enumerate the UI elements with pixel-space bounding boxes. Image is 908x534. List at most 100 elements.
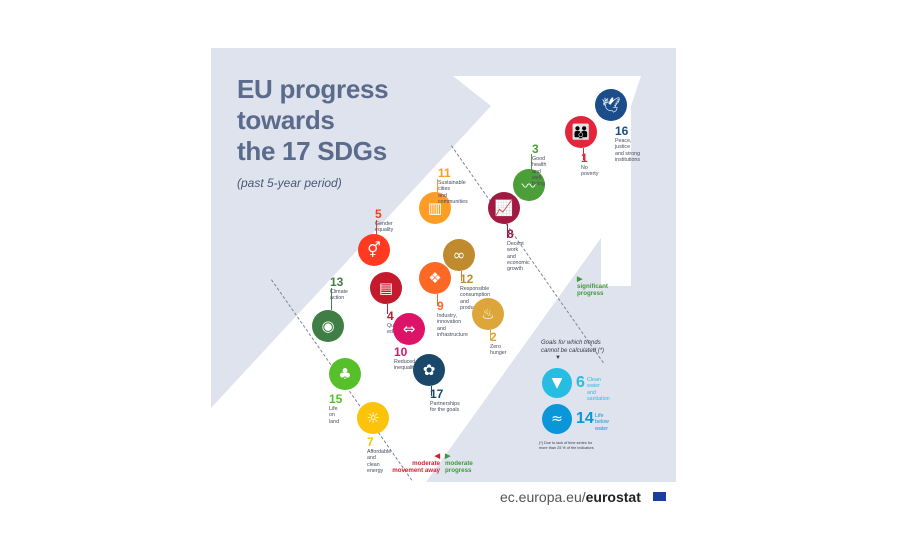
goal-2-connector bbox=[490, 330, 491, 340]
goal-4-connector bbox=[387, 304, 388, 314]
infinity-icon: ∞ bbox=[452, 246, 466, 264]
legend-footnote: (*) Due to lack of time series for more … bbox=[539, 441, 594, 450]
goal-13-number: 13 bbox=[330, 275, 344, 289]
page-title: EU progress towards the 17 SDGs bbox=[237, 74, 389, 167]
goal-3-connector bbox=[531, 154, 532, 172]
legend-goal-14-number: 14 bbox=[576, 410, 594, 427]
goal-1-label: No poverty bbox=[581, 165, 599, 178]
dove-icon: 🕊 bbox=[601, 96, 621, 114]
goal-5-number: 5 bbox=[375, 207, 382, 221]
footer-source: ec.europa.eu/eurostat bbox=[500, 489, 641, 505]
bowl-icon: ♨ bbox=[481, 305, 495, 323]
title-line-3: the 17 SDGs bbox=[237, 136, 387, 166]
goal-2-label: Zero hunger bbox=[490, 344, 507, 357]
arrows-icon: ⇔ bbox=[402, 320, 416, 338]
goal-8-badge: 📈 bbox=[488, 192, 520, 224]
gender-icon: ⚥ bbox=[367, 241, 381, 259]
city-icon: ▥ bbox=[427, 199, 443, 217]
significant-progress-text: significant progress bbox=[577, 283, 608, 297]
infographic-card: EU progress towards the 17 SDGs (past 5-… bbox=[211, 48, 676, 482]
goal-15-label: Life on land bbox=[329, 406, 340, 425]
legend-goal-14-badge: ≈ bbox=[542, 404, 572, 434]
goal-4-number: 4 bbox=[387, 309, 394, 323]
legend-down-icon: ▼ bbox=[555, 355, 561, 361]
book-icon: ▤ bbox=[378, 279, 394, 297]
heartbeat-icon: 〰 bbox=[521, 176, 537, 195]
goal-13-badge: ◉ bbox=[312, 310, 344, 342]
moderate-progress-label: ▶ moderate progress bbox=[445, 446, 473, 474]
moderate-progress-text: moderate progress bbox=[445, 460, 473, 474]
cubes-icon: ❖ bbox=[428, 269, 442, 287]
goal-10-number: 10 bbox=[394, 345, 408, 359]
title-line-2: towards bbox=[237, 105, 335, 135]
legend-heading-text: Goals for which trends cannot be calcula… bbox=[541, 340, 605, 354]
legend-goal-6-label: Clean water and sanitation bbox=[587, 377, 610, 402]
moderate-away-marker-icon: ◀ bbox=[434, 453, 440, 460]
goal-9-number: 9 bbox=[437, 299, 444, 313]
goal-3-badge: 〰 bbox=[513, 169, 545, 201]
goal-9-label: Industry, innovation and infrastructure bbox=[437, 313, 468, 338]
goal-17-number: 17 bbox=[430, 387, 444, 401]
goal-13-label: Climate action bbox=[330, 289, 348, 302]
eye-globe-icon: ◉ bbox=[321, 317, 335, 335]
goal-7-badge: ☼ bbox=[357, 402, 389, 434]
subtitle: (past 5-year period) bbox=[237, 176, 342, 190]
goal-11-label: Sustainable cities and communities bbox=[438, 180, 468, 205]
goal-1-badge: 👪 bbox=[565, 116, 597, 148]
legend-goal-6-number: 6 bbox=[576, 374, 585, 391]
goal-2-number: 2 bbox=[490, 330, 497, 344]
goal-1-number: 1 bbox=[581, 151, 588, 165]
goal-16-number: 16 bbox=[615, 124, 629, 138]
goal-13-connector bbox=[331, 288, 332, 310]
goal-10-badge: ⇔ bbox=[393, 313, 425, 345]
goal-11-number: 11 bbox=[438, 166, 451, 180]
goal-5-badge: ⚥ bbox=[358, 234, 390, 266]
significant-marker-icon: ▶ bbox=[577, 276, 583, 283]
goal-16-badge: 🕊 bbox=[595, 89, 627, 121]
goal-2-badge: ♨ bbox=[472, 298, 504, 330]
goal-4-badge: ▤ bbox=[370, 272, 402, 304]
flower-icon: ✿ bbox=[422, 361, 436, 379]
goal-10-label: Reduced inequalities bbox=[394, 359, 421, 372]
legend-goal-6-badge: ▼ bbox=[542, 368, 572, 398]
moderate-away-text: moderate movement away bbox=[392, 460, 440, 474]
fish-icon: ≈ bbox=[551, 411, 563, 427]
people-icon: 👪 bbox=[571, 123, 591, 141]
moderate-away-label: ◀ moderate movement away bbox=[382, 446, 440, 474]
goal-12-badge: ∞ bbox=[443, 239, 475, 271]
goal-3-number: 3 bbox=[532, 142, 539, 156]
goal-5-label: Gender equality bbox=[375, 221, 394, 234]
goal-17-connector bbox=[431, 386, 432, 396]
tree-icon: ♣ bbox=[338, 365, 352, 383]
water-drop-icon: ▼ bbox=[551, 375, 563, 391]
goal-7-label: Affordable and clean energy bbox=[367, 449, 392, 474]
legend-heading: Goals for which trends cannot be calcula… bbox=[541, 340, 604, 363]
goal-15-number: 15 bbox=[329, 392, 343, 406]
goal-12-connector bbox=[461, 271, 462, 281]
goal-15-badge: ♣ bbox=[329, 358, 361, 390]
eu-flag-icon bbox=[653, 492, 666, 501]
legend-goal-14-label: Life below water bbox=[595, 413, 609, 432]
sun-icon: ☼ bbox=[366, 409, 380, 427]
goal-5-connector bbox=[376, 220, 377, 236]
goal-8-label: Decent work and economic growth bbox=[507, 241, 530, 273]
goal-17-label: Partnerships for the goals bbox=[430, 401, 460, 414]
significant-progress-label: ▶ significant progress bbox=[577, 269, 608, 297]
goal-9-badge: ❖ bbox=[419, 262, 451, 294]
goal-7-number: 7 bbox=[367, 435, 374, 449]
goal-12-number: 12 bbox=[460, 272, 474, 286]
goal-16-label: Peace, justice and strong institutions bbox=[615, 138, 641, 163]
goal-11-badge: ▥ bbox=[419, 192, 451, 224]
moderate-marker-icon: ▶ bbox=[445, 453, 451, 460]
goal-3-label: Good health and well-being bbox=[532, 156, 547, 188]
footer-domain: ec.europa.eu/ bbox=[500, 489, 586, 505]
goal-9-connector bbox=[437, 294, 438, 306]
title-line-1: EU progress bbox=[237, 74, 389, 104]
goal-8-number: 8 bbox=[507, 227, 514, 241]
goal-1-connector bbox=[583, 148, 584, 160]
goal-11-connector bbox=[437, 179, 438, 195]
goal-17-badge: ✿ bbox=[413, 354, 445, 386]
goal-8-connector bbox=[507, 224, 508, 238]
footer-brand: eurostat bbox=[585, 489, 641, 505]
growth-chart-icon: 📈 bbox=[494, 199, 514, 217]
